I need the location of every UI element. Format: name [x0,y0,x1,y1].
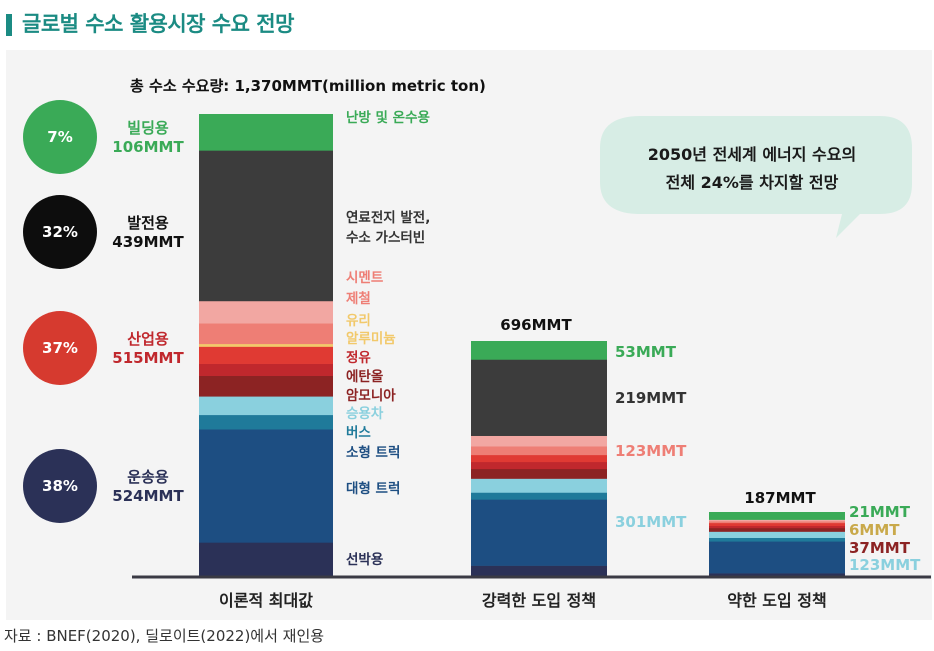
bar-segment-2-0 [709,573,845,577]
chart-title: 글로벌 수소 활용시장 수요 전망 [22,12,294,36]
segment-label: 연료전지 발전, [346,209,430,226]
bar-segment-2-9 [709,521,845,524]
bar-value-label: 301MMT [615,513,687,531]
bar-segment-1-12 [471,359,607,436]
source-note: 자료 : BNEF(2020), 딜로이트(2022)에서 재인용 [4,627,325,645]
bar-segment-1-1 [471,499,607,566]
title-accent-bar [6,14,12,36]
bar-segment-1-2 [471,492,607,500]
segment-label: 버스 [346,424,371,441]
category-label: 이론적 최대값 [219,591,313,610]
bar-segment-1-13 [471,341,607,360]
bar-value-label: 123MMT [615,442,687,460]
segment-label: 에탄올 [346,368,383,385]
bar-segment-0-5 [199,375,333,397]
bar-segment-0-9 [199,323,333,345]
group-percent: 7% [47,128,72,146]
bar-segment-2-2 [709,537,845,542]
bar-segment-2-11 [709,519,845,522]
group-circle [23,195,97,269]
bar-segment-1-4 [471,478,607,493]
segment-label: 유리 [346,313,371,329]
group-name: 빌딩용 [127,119,169,137]
group-value: 439MMT [112,233,184,251]
segment-label: 시멘트 [346,270,384,286]
group-percent: 32% [42,223,78,241]
segment-label: 알루미늄 [346,331,396,347]
segment-label: 정유 [346,349,371,366]
group-percent: 38% [42,477,78,495]
group-name: 운송용 [127,468,169,486]
segment-label: 제철 [346,291,371,307]
group-value: 515MMT [112,349,184,367]
bar-total-label: 696MMT [500,316,572,334]
segment-label: 대형 트럭 [346,480,400,497]
bar-segment-0-11 [199,300,333,324]
bar-segment-1-9 [471,446,607,456]
bar-total-label: 187MMT [744,489,816,507]
bar-segment-2-1 [709,541,845,574]
bar-value-label: 6MMT [849,521,900,539]
segment-label: 수소 가스터빈 [346,230,425,246]
group-circle [23,100,97,174]
group-value: 524MMT [112,487,184,505]
bar-segment-2-4 [709,531,845,538]
bar-segment-0-13 [199,114,333,151]
callout-line-2: 전체 24%를 차지할 전망 [666,173,839,192]
bar-segment-0-1 [199,429,333,543]
callout-bubble [600,116,912,238]
bar-value-label: 53MMT [615,343,677,361]
bar-segment-1-0 [471,565,607,577]
bar-value-label: 123MMT [849,556,921,574]
group-name: 발전용 [127,214,169,232]
total-demand-label: 총 수소 수요량: 1,370MMT(million metric ton) [130,77,486,95]
segment-label: 난방 및 온수용 [346,109,430,126]
bar-segment-0-12 [199,150,333,302]
segment-label: 선박용 [346,551,383,568]
bar-segment-1-6 [471,461,607,470]
bar-segment-2-5 [709,527,845,532]
segment-label: 승용차 [346,406,384,422]
category-label: 약한 도입 정책 [727,591,826,610]
bar-segment-2-6 [709,525,845,529]
segment-label: 소형 트럭 [346,444,400,461]
bar-segment-1-11 [471,435,607,447]
bar-value-label: 219MMT [615,389,687,407]
bar-segment-0-0 [199,542,333,577]
bar-value-label: 21MMT [849,503,911,521]
group-percent: 37% [42,339,78,357]
group-circle [23,311,97,385]
group-circle [23,449,97,523]
callout-line-1: 2050년 전세계 에너지 수요의 [648,145,856,164]
bar-segment-0-6 [199,363,333,376]
bar-segment-2-7 [709,522,845,527]
bar-segment-1-5 [471,468,607,479]
bar-segment-1-7 [471,454,607,463]
bar-segment-2-13 [709,512,845,520]
bar-segment-0-4 [199,396,333,416]
bar-value-label: 37MMT [849,539,911,557]
segment-label: 암모니아 [346,387,396,404]
group-value: 106MMT [112,138,184,156]
bar-segment-0-2 [199,414,333,430]
bar-segment-0-7 [199,346,333,364]
group-name: 산업용 [127,330,169,348]
category-label: 강력한 도입 정책 [482,591,596,610]
bar-segment-0-8 [199,343,333,347]
